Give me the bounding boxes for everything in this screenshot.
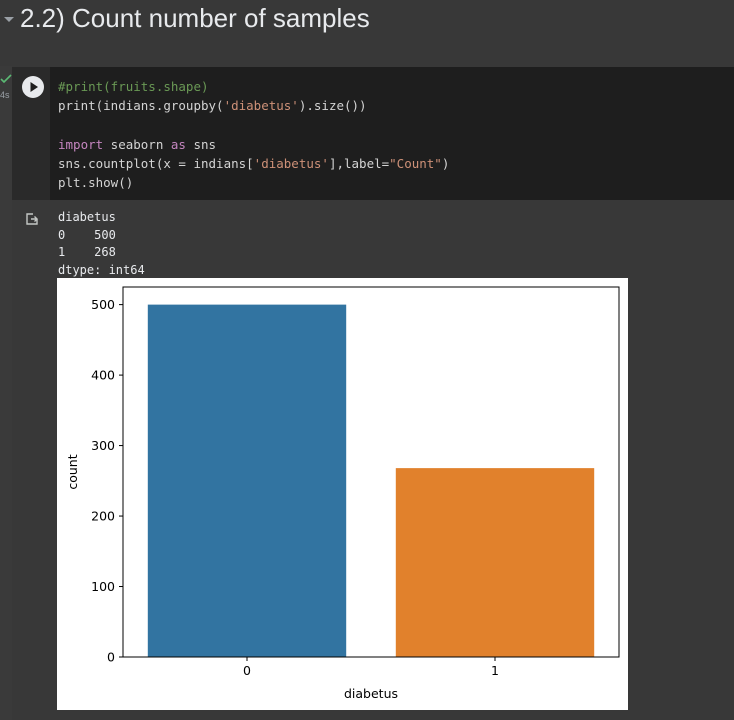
countplot-figure: 0 1 0 100 200 300 400 500 diabetus count (57, 278, 628, 710)
section-header: 2.2) Count number of samples (0, 0, 734, 66)
stdout-line: diabetus (58, 210, 116, 224)
countplot-chart: 0 1 0 100 200 300 400 500 diabetus count (65, 286, 620, 701)
execution-time: 4s (0, 90, 10, 100)
x-axis-label: diabetus (344, 686, 398, 701)
code-line: #print(fruits.shape) (58, 79, 209, 94)
code-token: #print(fruits.shape) (58, 79, 209, 94)
y-tick-label: 0 (107, 650, 115, 665)
output-redirect-icon[interactable] (25, 212, 39, 226)
code-token: ).size()) (298, 98, 367, 114)
code-token: sns.countplot(x = indians[ (58, 156, 254, 172)
code-token: ],label= (328, 156, 390, 172)
code-token: sns (185, 136, 217, 152)
code-token: 'diabetus' (253, 156, 329, 172)
x-tick-label: 0 (243, 663, 251, 678)
bar-1 (395, 468, 595, 657)
cell-gutter (0, 66, 12, 720)
execution-check-icon (0, 74, 12, 84)
y-tick-label: 400 (91, 368, 115, 383)
y-axis-label: count (65, 454, 80, 489)
code-token: import (58, 136, 104, 152)
section-title: 2.2) Count number of samples (20, 3, 370, 33)
code-token: ) (441, 156, 450, 172)
stdout-line: 1 268 (58, 245, 116, 259)
y-tick-label: 300 (91, 438, 115, 453)
code-line: plt.show() (58, 175, 133, 190)
bar-0 (147, 304, 347, 657)
stdout-line: dtype: int64 (58, 262, 145, 277)
play-icon (30, 82, 38, 92)
x-tick-label: 1 (491, 663, 499, 678)
code-token: print(indians.groupby( (58, 98, 224, 114)
collapse-caret-icon[interactable] (2, 12, 16, 26)
code-token: seaborn (103, 136, 171, 152)
stdout-text: diabetus 0 500 1 268 dtype: int64 (58, 209, 145, 279)
y-tick-label: 500 (91, 297, 115, 312)
y-tick-label: 100 (91, 579, 115, 594)
code-cell[interactable] (12, 67, 734, 200)
axes-frame (122, 286, 620, 658)
y-tick-label: 200 (91, 509, 115, 524)
code-token: plt.show() (58, 175, 134, 191)
code-token: 'diabetus' (223, 98, 299, 114)
code-line: print(indians.groupby('diabetus').size()… (58, 98, 367, 113)
run-cell-button[interactable] (22, 76, 44, 98)
code-editor[interactable]: #print(fruits.shape) print(indians.group… (58, 77, 449, 193)
code-line: sns.countplot(x = indians['diabetus'],la… (58, 156, 449, 171)
code-token: "Count" (389, 156, 442, 172)
stdout-line: 0 500 (58, 227, 116, 242)
code-line: import seaborn as sns (58, 137, 216, 152)
code-token: as (170, 136, 186, 152)
